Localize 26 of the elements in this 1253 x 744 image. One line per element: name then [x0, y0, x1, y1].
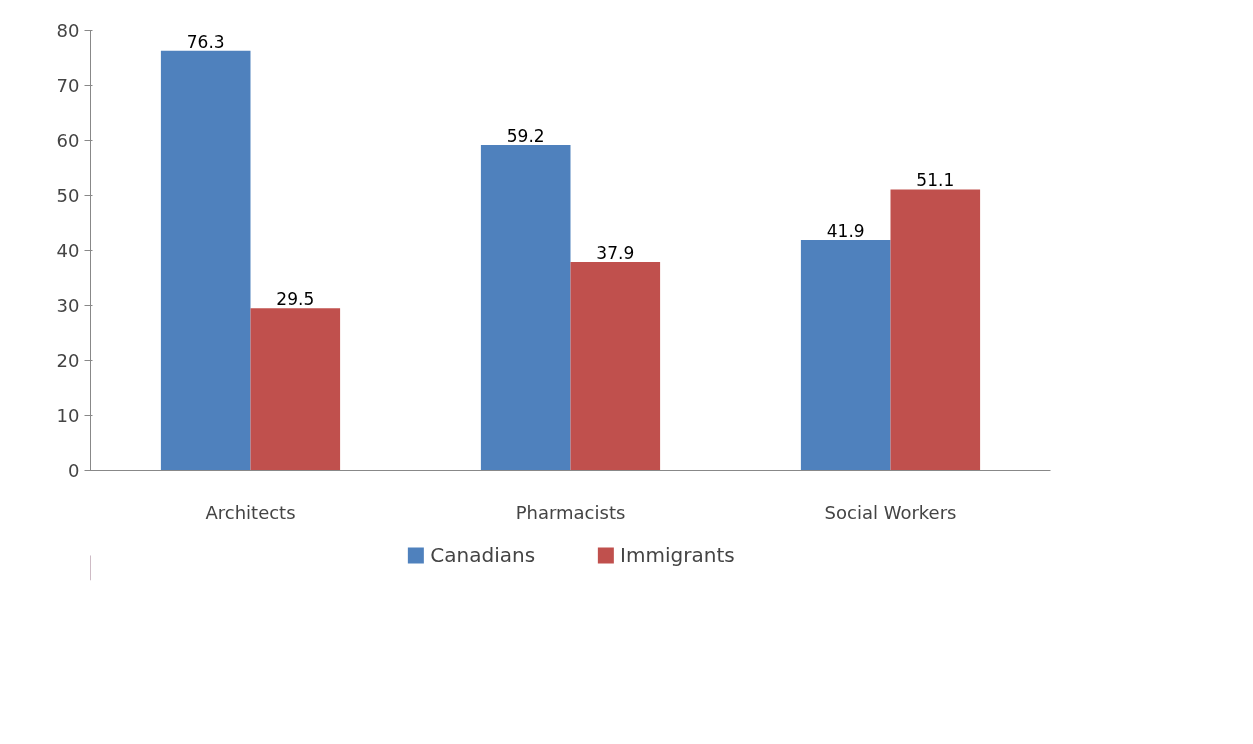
data-label: 41.9	[826, 221, 865, 242]
bar	[890, 189, 981, 471]
data-label: 59.2	[506, 125, 545, 146]
x-tick-label: Architects	[205, 501, 296, 523]
legend-label: Canadians	[430, 543, 536, 567]
y-tick-label: 30	[56, 295, 80, 316]
data-label: 76.3	[186, 31, 225, 52]
x-tick-label: Social Workers	[824, 501, 957, 523]
bar	[250, 308, 341, 471]
data-label: 29.5	[276, 289, 315, 310]
legend-label: Immigrants	[620, 543, 735, 567]
y-tick-label: 80	[56, 20, 80, 41]
y-tick-label: 50	[56, 185, 80, 206]
y-tick-label: 20	[56, 350, 80, 371]
bar	[800, 240, 891, 471]
y-tick-label: 10	[56, 405, 80, 426]
bar	[570, 262, 661, 471]
y-tick-label: 60	[56, 130, 80, 151]
bar	[160, 50, 251, 471]
data-label: 51.1	[916, 170, 955, 191]
data-label: 37.9	[596, 243, 635, 264]
y-tick-label: 70	[56, 75, 80, 96]
x-tick-label: Pharmacists	[515, 501, 626, 523]
y-tick-label: 40	[56, 240, 80, 261]
y-tick-label: 0	[68, 460, 80, 481]
bar	[480, 144, 571, 471]
